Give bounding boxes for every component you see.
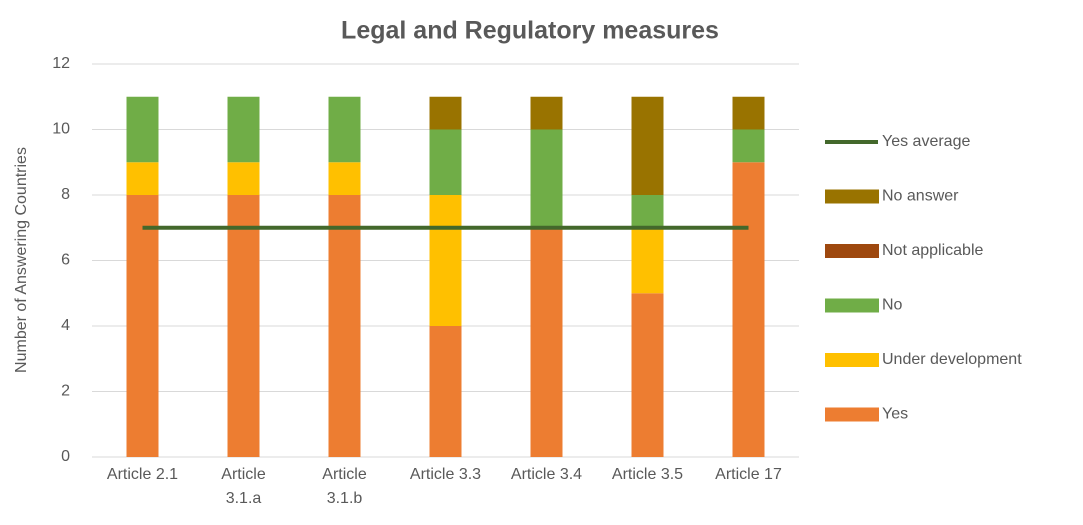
x-tick-label-line: Article	[221, 466, 266, 483]
bar-segment	[631, 293, 664, 457]
y-tick-label: 6	[61, 252, 70, 269]
bar-segment	[429, 195, 462, 326]
legend-label: Not applicable	[882, 242, 984, 259]
bar-segment	[429, 96, 462, 130]
bar-segment	[530, 227, 563, 457]
y-tick-label: 12	[52, 55, 70, 72]
chart-title: Legal and Regulatory measures	[341, 17, 719, 45]
bar-segment	[126, 195, 159, 457]
bar-segment	[126, 96, 159, 163]
x-tick-label: Article 3.5	[612, 466, 683, 483]
y-tick-label: 4	[61, 317, 70, 334]
bar-segment	[732, 96, 765, 130]
bar-segment	[126, 162, 159, 195]
bar-segment	[631, 195, 664, 228]
bar-segment	[732, 129, 765, 163]
bar-segment	[631, 96, 664, 195]
bar-segment	[429, 129, 462, 195]
bar-segment	[227, 162, 260, 195]
y-tick-label: 10	[52, 121, 70, 138]
x-tick-label: Article 3.4	[511, 466, 582, 483]
bar-segment	[328, 195, 361, 457]
x-tick-label-line: 3.1.a	[226, 490, 262, 507]
bar-segment	[227, 195, 260, 457]
bar-segment	[227, 96, 260, 163]
y-tick-label: 8	[61, 186, 70, 203]
bar-segment	[328, 96, 361, 163]
legend-label: No answer	[882, 188, 959, 205]
legend-swatch	[825, 353, 879, 367]
legend-label: Under development	[882, 351, 1022, 368]
y-axis-label: Number of Answering Countries	[13, 147, 30, 373]
legend-label: Yes	[882, 406, 908, 423]
legend-label: No	[882, 297, 903, 314]
bar-segment	[530, 129, 563, 228]
x-tick-label: Article 17	[715, 466, 782, 483]
legend-swatch	[825, 298, 879, 313]
legend-swatch	[825, 189, 879, 204]
bar-segment	[429, 326, 462, 457]
bar-segment	[530, 96, 563, 130]
x-tick-label: Article 3.1.b	[322, 466, 367, 507]
y-tick-label: 0	[61, 448, 70, 465]
bar-segment	[631, 227, 664, 294]
x-tick-label-line: 3.1.b	[327, 490, 363, 507]
x-tick-label: Article 3.1.a	[221, 466, 266, 507]
x-tick-label: Article 2.1	[107, 466, 178, 483]
legend-label: Yes average	[882, 133, 970, 150]
bar-segment	[328, 162, 361, 195]
x-tick-label: Article 3.3	[410, 466, 481, 483]
x-tick-label-line: Article	[322, 466, 367, 483]
bar-segment	[732, 162, 765, 457]
y-tick-label: 2	[61, 383, 70, 400]
legend-swatch	[825, 244, 879, 258]
legend-swatch	[825, 407, 879, 422]
